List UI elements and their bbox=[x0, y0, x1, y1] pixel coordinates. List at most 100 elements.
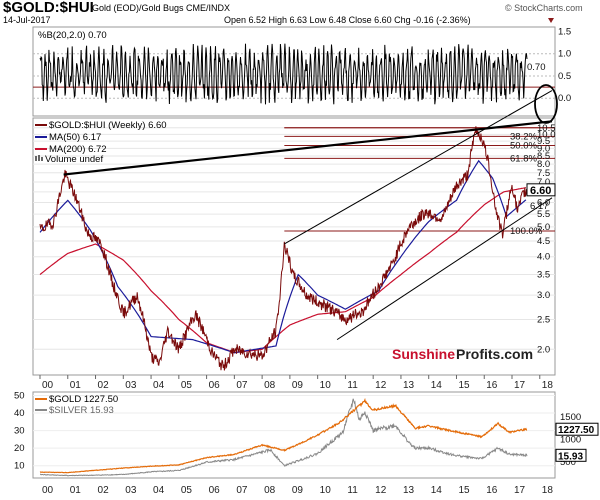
down-arrow-icon bbox=[548, 18, 554, 23]
bottom-xtick-6: 06 bbox=[209, 485, 221, 496]
gold-line bbox=[39, 397, 528, 474]
fib-label-4: 100.0% bbox=[510, 226, 543, 237]
main-ytick-5: 4.5 bbox=[537, 236, 550, 247]
main-xtick-6: 06 bbox=[209, 380, 221, 391]
legend-ma200: MA(200) 6.72 bbox=[49, 144, 107, 155]
main-ytick-12: 8.0 bbox=[537, 159, 550, 170]
main-panel-frame bbox=[32, 117, 556, 376]
watermark-profits: Profits.com bbox=[456, 346, 533, 362]
main-xtick-18: 18 bbox=[542, 380, 554, 391]
bottom-xtick-10: 10 bbox=[320, 485, 332, 496]
legend-swatch-ma50 bbox=[35, 136, 47, 138]
indicator-ytick-3: 1.5 bbox=[558, 26, 571, 37]
bottom-xtick-1: 01 bbox=[70, 485, 82, 496]
main-xtick-3: 03 bbox=[125, 380, 137, 391]
main-xtick-5: 05 bbox=[181, 380, 193, 391]
main-ytick-14: 9.0 bbox=[537, 143, 550, 154]
bottom-xtick-16: 16 bbox=[486, 485, 498, 496]
legend-price: $GOLD:$HUI (Weekly) 6.60 bbox=[49, 120, 167, 131]
fib-label-2: 50.0% bbox=[510, 140, 537, 151]
legend-volume: Volume undef bbox=[45, 154, 103, 165]
main-ytick-0: 2.0 bbox=[537, 344, 550, 355]
main-ytick-8: 6.0 bbox=[537, 198, 550, 209]
indicator-layer: 0.0 0.5 1.0 1.5 0.70 bbox=[33, 26, 571, 105]
main-xtick-16: 16 bbox=[486, 380, 498, 391]
bottom-xtick-8: 08 bbox=[264, 485, 276, 496]
legend-swatch-silver bbox=[35, 409, 47, 411]
indicator-panel-frame bbox=[32, 26, 556, 117]
main-ytick-7: 5.5 bbox=[537, 209, 550, 220]
bottom-xtick-11: 11 bbox=[347, 485, 358, 496]
main-xtick-17: 17 bbox=[514, 380, 526, 391]
legend-swatch-price bbox=[35, 124, 47, 126]
credit-text: © StockCharts.com bbox=[505, 3, 583, 13]
indicator-ytick-1: 0.5 bbox=[558, 71, 571, 82]
gold-last-box bbox=[555, 422, 599, 436]
bottom-left-tick-3: 40 bbox=[14, 408, 25, 419]
main-ytick-15: 9.5 bbox=[537, 136, 550, 147]
main-ytick-2: 3.0 bbox=[537, 290, 550, 301]
quote-text: Open 6.52 High 6.63 Low 6.48 Close 6.60 … bbox=[224, 15, 471, 25]
legend-silver: $SILVER 15.93 bbox=[49, 405, 114, 416]
main-xtick-8: 08 bbox=[264, 380, 276, 391]
gold-last-label: 1227.50 bbox=[558, 425, 595, 436]
price-last-label: 6.60 bbox=[530, 185, 551, 197]
axis-layer: 00 00 01 01 02 02 03 03 04 04 05 05 06 06 07 07 08 08 09 09… bbox=[39, 375, 554, 496]
silver-last-box bbox=[555, 448, 587, 462]
silver-last-label: 15.93 bbox=[558, 451, 583, 462]
fib-label-3: 61.8% bbox=[510, 153, 537, 164]
bottom-xtick-2: 02 bbox=[98, 485, 110, 496]
ma50-last-label: 6.17 bbox=[530, 201, 549, 212]
trend-line-2 bbox=[336, 197, 553, 341]
main-ytick-1: 2.5 bbox=[537, 314, 550, 325]
bottom-layer: 10 20 30 40 50 500 1000 1500 1227.50 15.93 bbox=[14, 391, 599, 477]
volume-icon-bar2 bbox=[38, 155, 40, 161]
bottom-right-tick-1: 1000 bbox=[560, 435, 581, 446]
main-xtick-12: 12 bbox=[375, 380, 387, 391]
legend-gold: $GOLD 1227.50 bbox=[49, 394, 118, 405]
main-ytick-11: 7.5 bbox=[537, 168, 550, 179]
main-ytick-3: 3.5 bbox=[537, 270, 550, 281]
bottom-xtick-5: 05 bbox=[181, 485, 193, 496]
price-line bbox=[39, 126, 528, 371]
main-xtick-14: 14 bbox=[431, 380, 443, 391]
bottom-xtick-9: 09 bbox=[292, 485, 304, 496]
bottom-xtick-15: 15 bbox=[458, 485, 470, 496]
volume-icon-bar3 bbox=[41, 157, 43, 161]
indicator-ytick-0: 0.0 bbox=[558, 93, 571, 104]
main-xtick-4: 04 bbox=[153, 380, 165, 391]
bottom-xtick-12: 12 bbox=[375, 485, 387, 496]
main-ytick-10: 7.0 bbox=[537, 177, 550, 188]
main-ytick-13: 8.5 bbox=[537, 151, 550, 162]
date-text: 14-Jul-2017 bbox=[3, 15, 51, 25]
main-xtick-11: 11 bbox=[347, 380, 358, 391]
chart-subtitle: Gold (EOD)/Gold Bugs CME/INDX bbox=[92, 3, 230, 13]
bottom-xtick-17: 17 bbox=[514, 485, 526, 496]
bottom-xtick-14: 14 bbox=[431, 485, 443, 496]
indicator-last-label: 0.70 bbox=[527, 62, 546, 73]
indicator-legend: %B(20,2.0) 0.70 bbox=[38, 30, 107, 41]
bottom-right-tick-2: 1500 bbox=[560, 412, 581, 423]
indicator-ytick-2: 1.0 bbox=[558, 49, 571, 60]
main-ytick-17: 10.5 bbox=[537, 123, 556, 134]
fib-label-1: 38.2% bbox=[510, 131, 537, 142]
silver-line bbox=[40, 398, 528, 477]
bottom-xtick-4: 04 bbox=[153, 485, 165, 496]
main-xtick-9: 09 bbox=[292, 380, 304, 391]
main-xtick-7: 07 bbox=[236, 380, 248, 391]
bottom-xtick-0: 00 bbox=[42, 485, 54, 496]
bottom-xtick-3: 03 bbox=[125, 485, 137, 496]
main-ytick-4: 4.0 bbox=[537, 252, 550, 263]
main-xtick-13: 13 bbox=[403, 380, 415, 391]
legend-swatch-ma200 bbox=[35, 148, 47, 150]
bottom-xtick-13: 13 bbox=[403, 485, 415, 496]
main-xtick-1: 01 bbox=[70, 380, 82, 391]
bottom-xtick-18: 18 bbox=[542, 485, 554, 496]
indicator-line bbox=[39, 43, 528, 105]
ma200-line bbox=[39, 187, 527, 354]
bottom-xtick-7: 07 bbox=[236, 485, 248, 496]
bottom-left-tick-1: 20 bbox=[14, 443, 25, 454]
main-xtick-0: 00 bbox=[42, 380, 54, 391]
main-layer: 38.2%50.0% 61.8% 100.0% 2.0 2.5 3.0 3.5 4.0 4.5 5… bbox=[33, 84, 558, 371]
